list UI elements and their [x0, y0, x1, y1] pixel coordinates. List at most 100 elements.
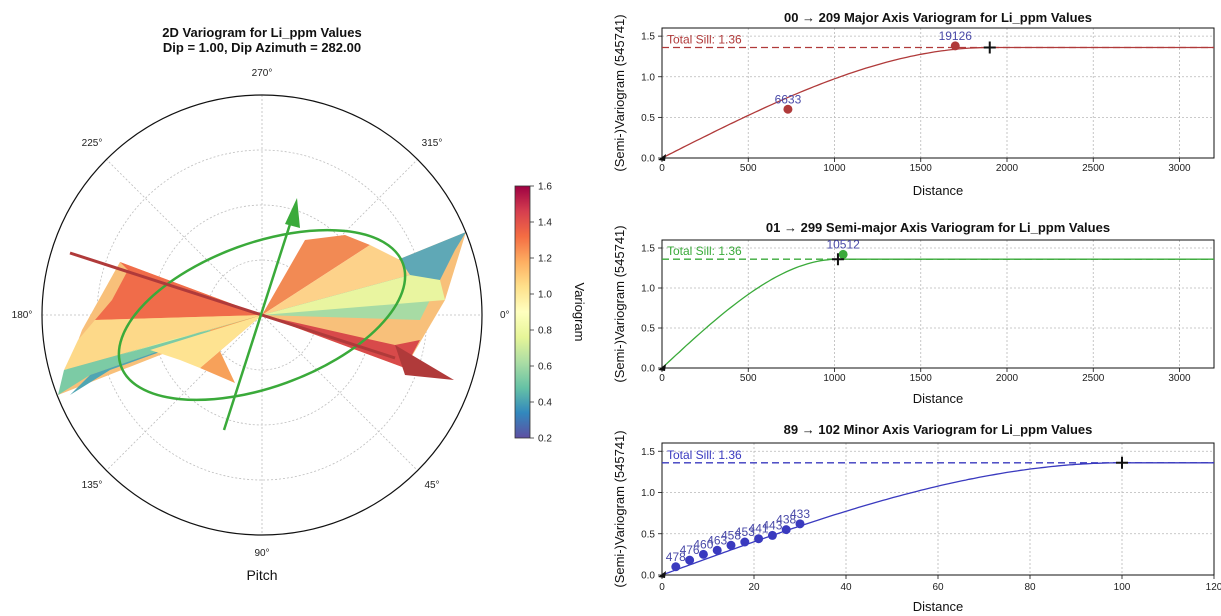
chart-title: 89 → 102 Minor Axis Variogram for Li_ppm…: [784, 422, 1093, 437]
colorbar-tick-label: 1.2: [538, 254, 552, 265]
experimental-point: [740, 537, 750, 547]
y-tick-label: 1.5: [641, 244, 655, 255]
fan-band: [262, 275, 445, 315]
x-tick-label: 2500: [1082, 163, 1105, 174]
x-tick-label: 500: [740, 163, 757, 174]
polar-outline: [41, 94, 483, 536]
angle-label-180: 180°: [12, 310, 33, 321]
minor-axis-line: [222, 217, 294, 431]
y-tick-label: 0.5: [641, 113, 655, 124]
x-tick-label: 1500: [910, 373, 933, 384]
x-tick-label: 3000: [1168, 163, 1191, 174]
point-pair-count: 476: [680, 543, 700, 557]
x-tick-label: 40: [840, 582, 852, 593]
anisotropy-ellipse: [117, 228, 407, 402]
experimental-point: [685, 555, 695, 565]
point-pair-count: 10512: [826, 237, 860, 251]
range-marker: [1116, 456, 1128, 469]
fan-band: [120, 315, 262, 355]
plot-frame: [661, 239, 1215, 369]
sill-label: Total Sill: 1.36: [667, 244, 742, 258]
point-pair-count: 443: [762, 518, 782, 532]
polar-title-line2: Dip = 1.00, Dip Azimuth = 282.00: [163, 40, 361, 55]
experimental-point: [712, 545, 722, 555]
colorbar-tick-label: 0.8: [538, 326, 552, 337]
x-tick-label: 0: [659, 373, 665, 384]
model-curve: [661, 258, 1214, 369]
y-tick-label: 1.0: [641, 72, 655, 83]
sill-label: Total Sill: 1.36: [667, 33, 742, 47]
x-tick-label: 0: [659, 582, 665, 593]
polar-panel: 2D Variogram for Li_ppm Values Dip = 1.0…: [12, 25, 587, 583]
x-tick-label: 2500: [1082, 373, 1105, 384]
point-pair-count: 460: [693, 537, 713, 551]
colorbar-label: Variogram: [572, 282, 587, 341]
sill-label: Total Sill: 1.36: [667, 448, 742, 462]
model-curve: [661, 46, 1214, 159]
point-pair-count: 458: [721, 528, 741, 542]
x-tick-label: 60: [932, 582, 944, 593]
minor-axis-arrowhead: [285, 198, 300, 228]
y-tick-label: 0.0: [641, 154, 655, 165]
plot-frame: [661, 27, 1215, 159]
angle-label-225: 225°: [82, 138, 103, 149]
y-axis-label: (Semi-)Variogram (545741): [612, 430, 627, 587]
experimental-point: [795, 519, 805, 529]
experimental-point: [671, 562, 681, 572]
experimental-point: [783, 104, 793, 114]
variogram-chart-2: 89 → 102 Minor Axis Variogram for Li_ppm…: [612, 422, 1221, 614]
colorbar-tick-label: 1.6: [538, 182, 552, 193]
experimental-point: [726, 540, 736, 550]
colorbar-tick-label: 0.2: [538, 434, 552, 445]
origin-marker: [658, 571, 666, 578]
chart-title: 01 → 299 Semi-major Axis Variogram for L…: [766, 220, 1110, 235]
experimental-point: [950, 41, 960, 51]
point-pair-count: 19126: [939, 29, 973, 43]
colorbar-tick-label: 1.0: [538, 290, 552, 301]
colorbar: 1.6 1.4 1.2 1.0 0.8 0.6 0.4 0.2 Variogram: [514, 182, 587, 445]
point-pair-count: 441: [749, 522, 769, 536]
x-tick-label: 0: [659, 163, 665, 174]
y-tick-label: 0.5: [641, 324, 655, 335]
left-fan: [58, 262, 262, 395]
y-tick-label: 0.0: [641, 571, 655, 582]
x-tick-label: 1500: [910, 163, 933, 174]
y-tick-label: 1.5: [641, 447, 655, 458]
y-tick-label: 1.0: [641, 284, 655, 295]
range-marker: [831, 253, 844, 266]
angle-label-90: 90°: [254, 548, 269, 559]
y-axis-label: (Semi-)Variogram (545741): [612, 225, 627, 382]
major-axis-arrowhead: [395, 345, 454, 380]
fan-band: [95, 262, 262, 320]
x-axis-label: Distance: [913, 599, 964, 614]
y-tick-label: 1.0: [641, 488, 655, 499]
variogram-chart-0: 00 → 209 Major Axis Variogram for Li_ppm…: [612, 10, 1215, 198]
colorbar-tick-label: 0.4: [538, 398, 552, 409]
x-tick-label: 100: [1114, 582, 1131, 593]
angle-label-0: 0°: [500, 310, 510, 321]
colorbar-gradient: [514, 185, 531, 439]
y-tick-label: 0.5: [641, 529, 655, 540]
angle-label-45: 45°: [424, 480, 439, 491]
colorbar-tick-label: 0.6: [538, 362, 552, 373]
x-tick-label: 120: [1206, 582, 1221, 593]
x-tick-label: 1000: [823, 373, 846, 384]
point-pair-count: 478: [666, 550, 686, 564]
fan-band: [150, 315, 262, 368]
x-tick-label: 500: [740, 373, 757, 384]
angle-label-315: 315°: [422, 138, 443, 149]
colorbar-ticks: 1.6 1.4 1.2 1.0 0.8 0.6 0.4 0.2: [530, 182, 552, 445]
point-pair-count: 453: [735, 525, 755, 539]
point-pair-count: 6633: [775, 92, 802, 106]
x-tick-label: 2000: [996, 163, 1019, 174]
variogram-surface: [58, 232, 466, 395]
x-axis-label: Distance: [913, 183, 964, 198]
point-pair-count: 433: [790, 507, 810, 521]
point-pair-count: 463: [707, 533, 727, 547]
x-tick-label: 80: [1024, 582, 1036, 593]
major-axis-line: [69, 251, 396, 360]
fan-band: [262, 245, 410, 315]
y-axis-label: (Semi-)Variogram (545741): [612, 14, 627, 171]
origin-marker: [658, 364, 666, 371]
